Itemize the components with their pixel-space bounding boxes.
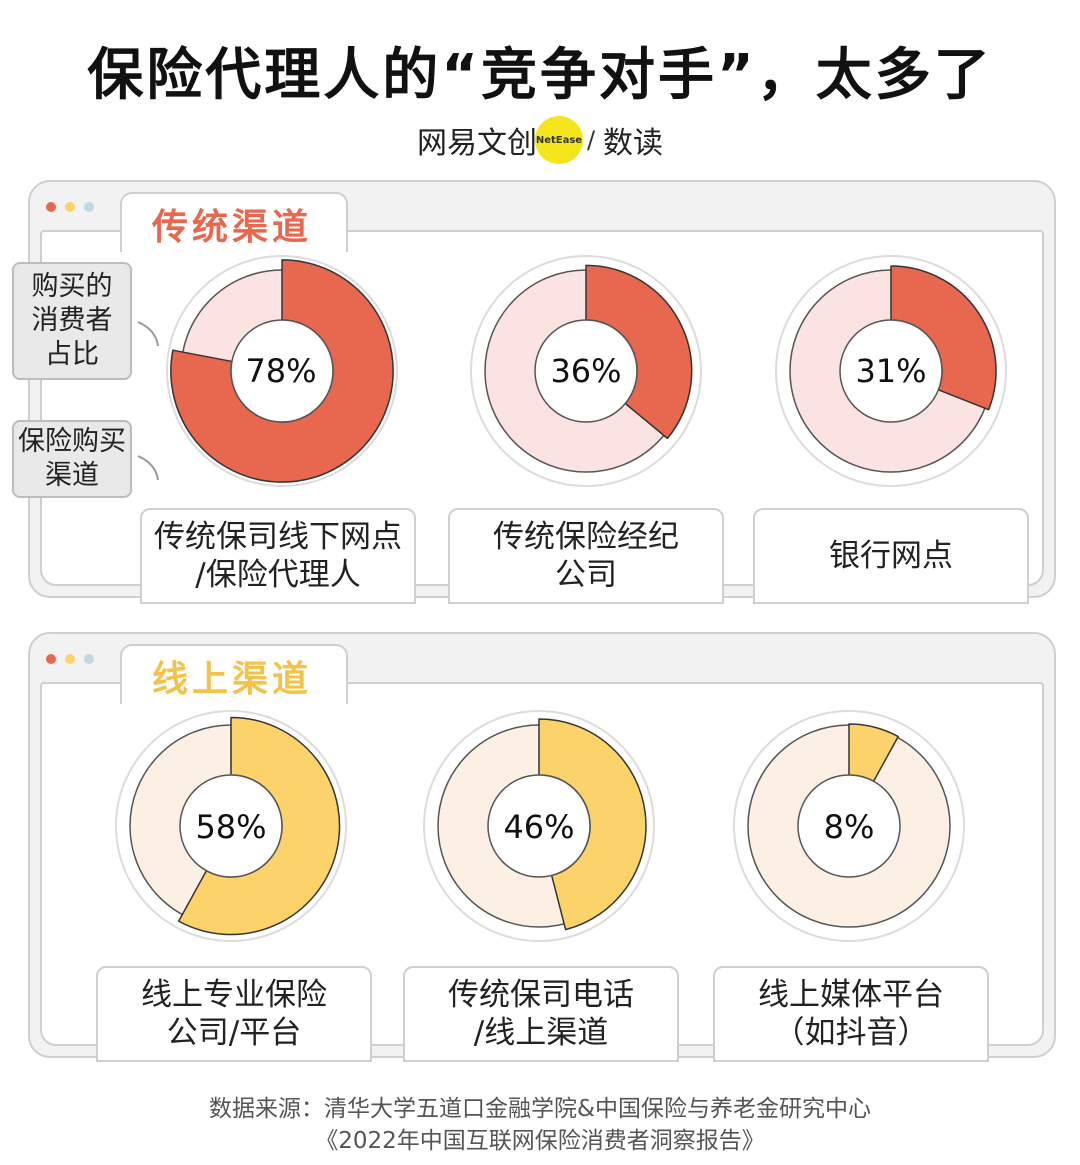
category-label: 线上专业保险 公司/平台 bbox=[96, 966, 372, 1062]
window-dots bbox=[46, 202, 94, 212]
donut-hole bbox=[534, 319, 638, 423]
donut-hole bbox=[487, 774, 591, 878]
dot-blue-icon bbox=[84, 654, 94, 664]
brand-separator: / bbox=[586, 126, 596, 154]
dot-yellow-icon bbox=[65, 202, 75, 212]
panel-tab: 传统渠道 bbox=[120, 192, 348, 252]
donut-hole bbox=[230, 319, 334, 423]
channel-note-line: 保险购买 bbox=[18, 426, 126, 457]
dot-yellow-icon bbox=[65, 654, 75, 664]
category-label-line: （如抖音） bbox=[773, 1015, 929, 1051]
dot-blue-icon bbox=[84, 202, 94, 212]
panel-title: 线上渠道 bbox=[152, 659, 313, 700]
category-label: 传统保司线下网点 /保险代理人 bbox=[140, 508, 416, 604]
source-line: 数据来源：清华大学五道口金融学院&中国保险与养老金研究中心 bbox=[209, 1096, 871, 1122]
category-label-line: /线上渠道 bbox=[473, 1015, 609, 1051]
data-label: 36% bbox=[550, 352, 622, 390]
page-title: 保险代理人的“竞争对手”，太多了 bbox=[87, 43, 993, 108]
brand-column: 数读 bbox=[603, 126, 664, 161]
data-source: 数据来源：清华大学五道口金融学院&中国保险与养老金研究中心 《2022年中国互联… bbox=[0, 1093, 1080, 1157]
channel-note-line: 渠道 bbox=[45, 460, 99, 491]
category-label-line: /保险代理人 bbox=[195, 557, 361, 593]
donut-hole bbox=[797, 774, 901, 878]
category-label-line: 传统保险经纪 bbox=[493, 519, 679, 555]
share-note-connector bbox=[137, 321, 159, 347]
data-label: 58% bbox=[195, 808, 267, 846]
category-label-line: 传统保司线下网点 bbox=[154, 519, 402, 555]
category-label-line: 线上媒体平台 bbox=[758, 977, 944, 1013]
category-label: 线上媒体平台 （如抖音） bbox=[713, 966, 989, 1062]
dot-red-icon bbox=[46, 654, 56, 664]
channel-note-connector bbox=[137, 455, 159, 481]
category-label-line: 线上专业保险 bbox=[141, 977, 327, 1013]
dot-red-icon bbox=[46, 202, 56, 212]
share-note-line: 消费者 bbox=[31, 305, 113, 336]
panel-title: 传统渠道 bbox=[152, 207, 313, 248]
brand-name: 网易文创 bbox=[416, 126, 537, 161]
donut-hole bbox=[839, 319, 943, 423]
category-label: 传统保司电话 /线上渠道 bbox=[403, 966, 679, 1062]
share-note-line: 购买的 bbox=[31, 271, 113, 302]
data-label: 46% bbox=[503, 808, 575, 846]
category-label-line: 银行网点 bbox=[829, 538, 953, 574]
donut-hole bbox=[179, 774, 283, 878]
channel-note: 保险购买 渠道 bbox=[12, 420, 132, 498]
data-label: 78% bbox=[245, 352, 317, 390]
category-label: 银行网点 bbox=[753, 508, 1029, 604]
share-note-line: 占比 bbox=[45, 339, 99, 370]
netease-badge-icon: NetEase bbox=[534, 116, 583, 164]
data-label: 8% bbox=[823, 808, 875, 846]
category-label-line: 公司/平台 bbox=[166, 1015, 302, 1051]
brand-logo: 网易文创 NetEase / 数读 bbox=[0, 116, 1080, 164]
panel-tab: 线上渠道 bbox=[120, 644, 348, 704]
data-label: 31% bbox=[855, 352, 927, 390]
category-label-line: 公司 bbox=[555, 557, 617, 593]
share-note: 购买的 消费者 占比 bbox=[12, 262, 132, 380]
category-label-line: 传统保司电话 bbox=[448, 977, 634, 1013]
source-line: 《2022年中国互联网保险消费者洞察报告》 bbox=[315, 1128, 765, 1154]
window-dots bbox=[46, 654, 94, 664]
category-label: 传统保险经纪 公司 bbox=[448, 508, 724, 604]
